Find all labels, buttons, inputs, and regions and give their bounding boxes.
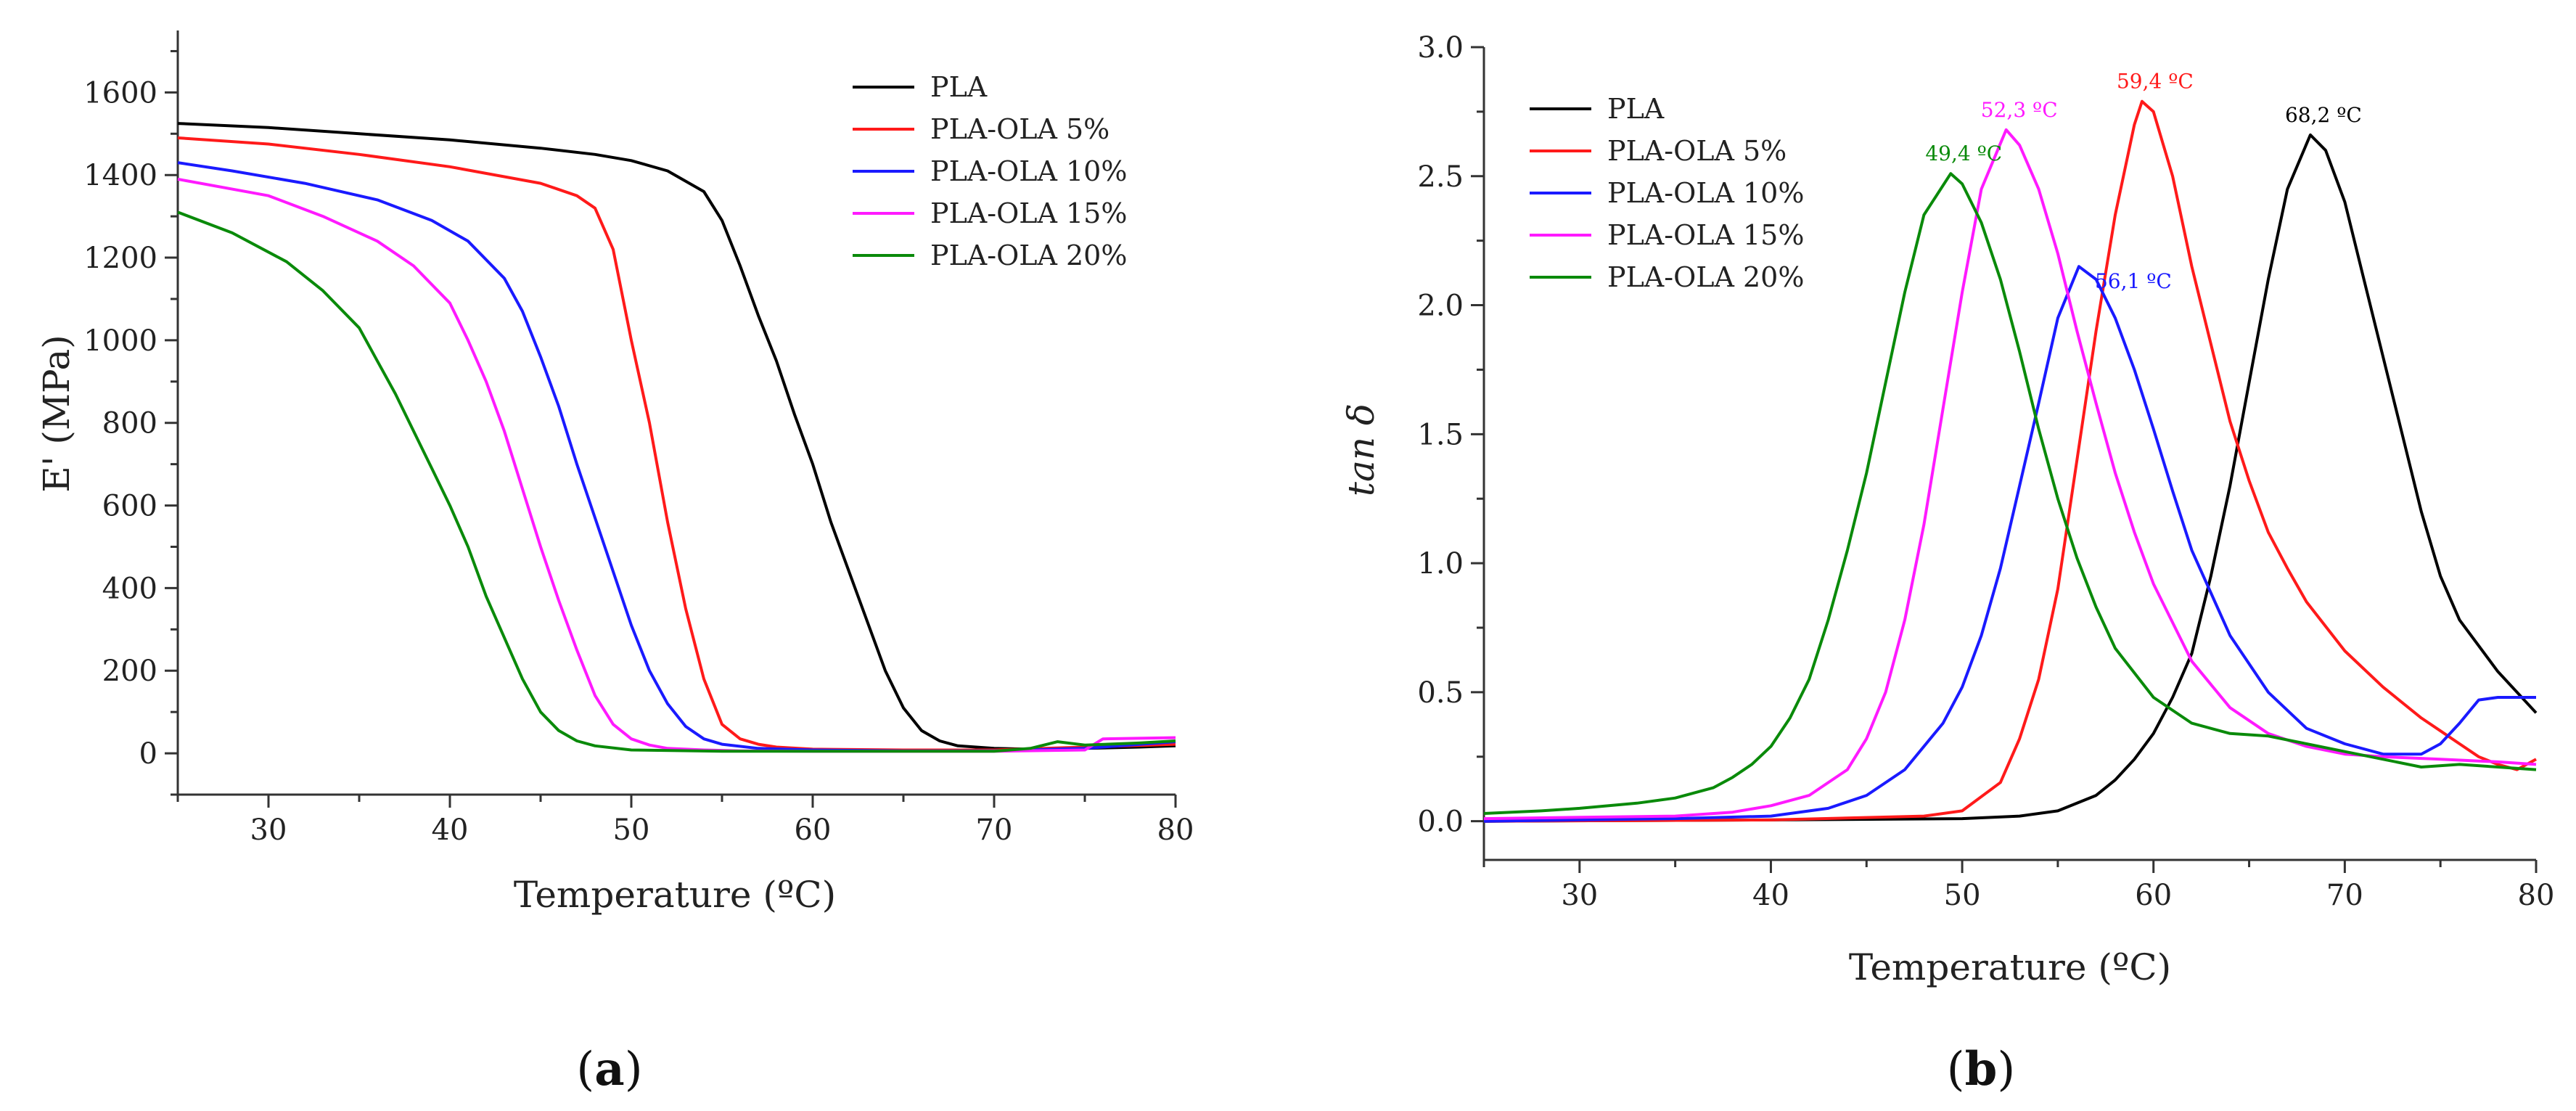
panel-b-series-pla-ola-20 [1483,172,2537,815]
panel-b-legend-label-pla: PLA [1607,93,1665,125]
panel-a-series-pla-ola-5 [177,136,1176,752]
panel-b-panel-label-part-1: b [1965,1042,1998,1096]
panel-b-x-tick-label-60: 60 [2135,879,2172,912]
panel-b-legend-label-pla-ola-20: PLA-OLA 20% [1607,261,1804,293]
panel-a-panel-label: (a) [576,1042,642,1096]
panel-b-legend-label-pla-ola-15: PLA-OLA 15% [1607,219,1804,251]
panel-a-y-tick-label-4: 800 [102,407,157,440]
panel-a-y-tick-label-7: 1400 [83,159,157,192]
panel-b-series-pla-ola-10 [1483,265,2536,823]
panel-b-panel-label: (b) [1947,1042,2016,1096]
panel-a-x-tick-label-70: 70 [976,813,1013,847]
panel-b-series-pla-ola-15 [1483,128,2537,821]
panel-b-series-pla-ola-5 [1483,99,2537,823]
panel-a-series-pla-ola-20 [177,210,1176,753]
panel-a-chart: 30 40 50 60 70 800200400600800100012001400160… [36,30,1194,1096]
panel-a-y-tick-label-0: 0 [139,737,157,771]
panel-b-annotation-pla: 68,2 ºC [2285,103,2362,127]
panel-b-y-tick-label-3: 1.5 [1417,418,1464,451]
panel-a-legend-label-pla-ola-15: PLA-OLA 15% [930,197,1127,229]
panel-a-y-tick-label-2: 400 [102,572,157,605]
panel-b-x-tick-label-40: 40 [1752,879,1789,912]
panel-b-x-tick-label-50: 50 [1944,879,1981,912]
panel-a-panel-label-part-2: ) [625,1043,643,1096]
panel-b-chart: 30 40 50 60 70 80 0.0 0.5 1.0 1.5 2.0 2.5 3.0 PLA PLA-… [1340,31,2554,1096]
panel-b-panel-label-part-0: ( [1947,1043,1965,1096]
panel-a-legend-label-pla: PLA [930,71,988,103]
panel-a-y-tick-label-1: 200 [102,655,157,688]
panel-b-legend-label-pla-ola-10: PLA-OLA 10% [1607,177,1804,209]
panel-a-legend-label-pla-ola-20: PLA-OLA 20% [930,239,1127,271]
panel-a-x-tick-label-30: 30 [250,813,287,847]
panel-a-panel-label-part-1: a [594,1042,624,1096]
panel-a-y-tick-label-8: 1600 [83,76,157,110]
panel-a-x-axis-title: Temperature (ºC) [514,874,836,916]
panel-b-annotation-pla-ola-15: 52,3 ºC [1981,98,2058,122]
panel-b-x-axis-title: Temperature (ºC) [1849,946,2171,988]
panel-b-y-tick-label-4: 2.0 [1417,290,1464,323]
panel-b-y-tick-label-1: 0.5 [1417,676,1464,710]
panel-a-y-tick-label-3: 600 [102,490,157,523]
panel-b-annotation-pla-ola-5: 59,4 ºC [2117,70,2194,94]
panel-a-x-tick-label-40: 40 [432,813,469,847]
panel-b-x-tick-label-80: 80 [2518,879,2555,912]
panel-a-legend-label-pla-ola-10: PLA-OLA 10% [930,155,1127,187]
panel-b-y-tick-label-0: 0.0 [1417,805,1464,839]
panel-b-annotation-pla-ola-20: 49,4 ºC [1925,142,2002,165]
panel-b-y-tick-label-5: 2.5 [1417,160,1464,194]
panel-b-legend-label-pla-ola-5: PLA-OLA 5% [1607,135,1787,167]
panel-a-x-tick-label-50: 50 [613,813,650,847]
panel-a-series-pla [177,122,1176,751]
panel-b-y-tick-label-2: 1.0 [1417,547,1464,581]
panel-a-y-tick-label-5: 1000 [83,324,157,358]
panel-b-x-tick-label-70: 70 [2326,879,2363,912]
panel-b-annotation-pla-ola-10: 56,1 ºC [2095,269,2172,293]
panel-a-x-tick-label-80: 80 [1157,813,1194,847]
panel-a-legend-label-pla-ola-5: PLA-OLA 5% [930,113,1109,145]
panel-b-panel-label-part-2: ) [1997,1043,2015,1096]
panel-a-y-axis-title: E' (MPa) [36,335,78,493]
panel-a-panel-label-part-0: ( [576,1043,594,1096]
panel-b-y-tick-label-6: 3.0 [1417,31,1464,65]
panel-b-series-pla [1483,133,2538,823]
panel-b-x-tick-label-30: 30 [1561,879,1598,912]
panel-a-y-tick-label-6: 1200 [83,242,157,275]
panel-a-x-tick-label-60: 60 [795,813,832,847]
panel-b-y-axis-title: tan δ [1340,403,1382,496]
